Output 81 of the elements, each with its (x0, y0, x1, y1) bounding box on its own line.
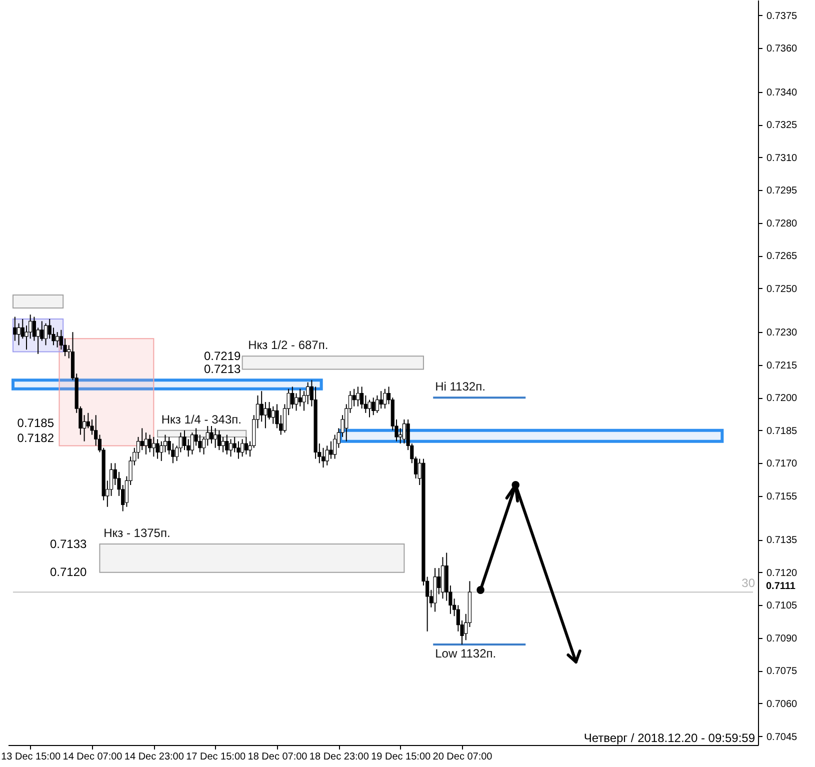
candlestick (402, 418, 406, 444)
y-tick-label: 0.7250 (766, 284, 798, 295)
annotation: 0.7213 (204, 362, 242, 376)
candlestick (44, 322, 48, 346)
x-tick-label: 14 Dec 23:00 (124, 752, 184, 762)
y-tick-label: 0.7230 (766, 328, 798, 339)
y-tick-label: 0.7185 (766, 426, 798, 437)
candlestick (140, 428, 144, 451)
candlestick (225, 434, 229, 455)
candlestick (321, 447, 326, 468)
band-label: Нкз 1/4 - 343п. (161, 412, 242, 426)
candlestick (144, 432, 148, 455)
y-tick-label: 0.7075 (766, 666, 798, 678)
candlestick (398, 428, 402, 444)
candlestick (368, 399, 372, 418)
candlestick (56, 332, 60, 348)
y-tick-label: 0.7265 (766, 251, 798, 262)
candlestick (356, 386, 360, 407)
x-tick-label: 19 Dec 15:00 (371, 752, 432, 762)
candlestick (290, 386, 294, 410)
candlestick (221, 436, 225, 453)
y-tick-label: 0.7295 (766, 186, 798, 197)
x-tick-label: 13 Dec 15:00 (1, 752, 62, 762)
candlestick (264, 401, 268, 429)
x-tick-label: 17 Dec 15:00 (186, 752, 246, 762)
candlestick (383, 388, 387, 410)
y-tick-label: 0.7215 (766, 360, 798, 372)
y-tick-label: 0.7060 (766, 698, 798, 710)
y-tick-label: 0.7310 (766, 152, 798, 164)
y-tick-label: 0.7360 (766, 44, 798, 55)
y-tick-label: 0.7325 (766, 120, 798, 132)
candlestick (375, 394, 380, 414)
candlestick (240, 438, 244, 458)
candlestick (210, 426, 214, 444)
y-tick-label: 0.7155 (766, 491, 798, 502)
candlestick (379, 390, 383, 410)
annotation: Четверг / 2018.12.20 - 09:59:59 (584, 731, 756, 745)
candlestick (228, 438, 233, 458)
x-tick-label: 18 Dec 23:00 (309, 752, 370, 762)
x-tick-label: 20 Dec 07:00 (432, 752, 493, 762)
y-tick-label: 0.7340 (766, 87, 798, 98)
candlestick (13, 316, 17, 342)
candlestick (372, 397, 376, 416)
band-label: Нкз - 1375п. (104, 526, 170, 540)
ref-line-label: 0.7111 (766, 581, 796, 592)
candlestick (217, 430, 221, 451)
band-label: Нкз 1/2 - 687п. (248, 338, 328, 352)
annotation: 30 (742, 576, 756, 590)
candlestick (325, 445, 329, 466)
x-tick-label: 18 Dec 07:00 (248, 752, 308, 762)
annotation: 0.7185 (17, 416, 54, 430)
candlestick (298, 388, 302, 407)
candlestick (271, 406, 275, 424)
candlestick (214, 428, 218, 448)
ref-line-label: Low 1132п. (435, 646, 496, 660)
y-tick-label: 0.7200 (766, 393, 798, 404)
candlestick (352, 388, 356, 407)
y-tick-label: 0.7105 (766, 600, 798, 612)
annotation: 0.7133 (50, 537, 88, 551)
y-tick-label: 0.7045 (766, 732, 798, 743)
candlestick (190, 432, 194, 455)
candlestick (156, 438, 160, 460)
candlestick (329, 440, 333, 460)
y-tick-label: 0.7120 (766, 568, 798, 579)
annotation: 0.7219 (204, 349, 242, 363)
ref-line-label: Hi 1132п. (435, 380, 486, 394)
annotation: 0.7120 (50, 565, 88, 579)
candlestick (16, 322, 21, 346)
candlestick (294, 392, 298, 412)
x-tick-label: 14 Dec 07:00 (62, 752, 123, 762)
y-tick-label: 0.7375 (766, 10, 798, 22)
y-tick-label: 0.7135 (766, 535, 798, 546)
y-tick-label: 0.7170 (766, 458, 798, 470)
y-tick-label: 0.7090 (766, 633, 798, 644)
candlestick (360, 386, 364, 410)
y-tick-label: 0.7280 (766, 218, 798, 230)
candlestick (148, 434, 152, 453)
candlestick (152, 436, 156, 458)
candlestick (236, 440, 240, 460)
candlestick (244, 436, 248, 455)
annotation: 0.7182 (17, 431, 54, 445)
